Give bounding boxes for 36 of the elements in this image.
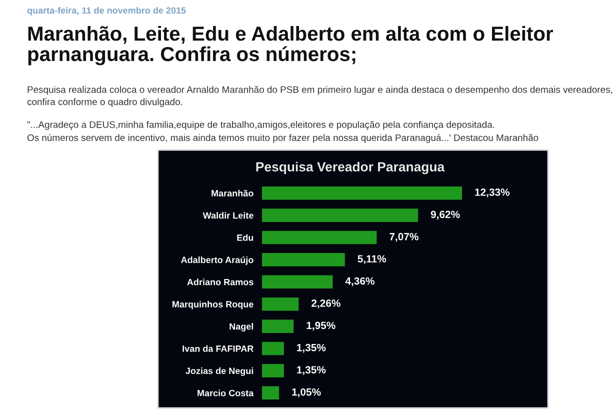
y-tick-label: Adriano Ramos: [187, 278, 254, 286]
bar: [262, 275, 333, 289]
y-tick-label: Adalberto Araújo: [181, 256, 254, 265]
y-tick-label: Marcio Costa: [198, 390, 254, 396]
data-label: 4,36%: [345, 277, 374, 286]
chart-subtitle: Pesquisa Vereador Paranagua: [256, 162, 445, 174]
y-tick-label: Waldir Leite: [202, 212, 254, 219]
data-label: 12,33%: [475, 188, 510, 198]
y-tick-label: Maranhão: [212, 190, 254, 196]
chart-title: Maranhão, Leite, Edu e Adalberto em alta com o Eleitor parnanguara. Confira os números;: [28, 26, 554, 66]
data-label: 1,35%: [297, 344, 326, 353]
y-tick-label: Jozias de Negui: [186, 367, 254, 376]
bar: [262, 253, 345, 266]
data-label: 1,05%: [292, 388, 321, 398]
text: Pesquisa realizada coloca o vereador Arnaldo Maranhão do PSB em primeiro lugar e ainda destaca o desempenho dos demais vereadores, confira conforme o quadro divulgado.: [27, 86, 612, 108]
data-label: 1,35%: [297, 366, 326, 376]
y-tick-label: Nagel: [230, 323, 254, 332]
bar: [262, 342, 284, 356]
bar: [262, 297, 299, 311]
text: quarta-feira, 11 de novembro de 2015: [27, 7, 186, 16]
bar: [262, 208, 418, 222]
data-label: 2,26%: [312, 300, 340, 308]
y-tick-label: Ivan da FAFIPAR: [182, 345, 254, 352]
y-tick-label: Marquinhos Roque: [172, 300, 254, 310]
bar: [262, 386, 280, 400]
bar: [262, 320, 294, 333]
data-label: 7,07%: [390, 232, 418, 242]
y-tick-label: Edu: [237, 234, 254, 241]
bar: [262, 230, 377, 244]
bar: [262, 364, 284, 378]
data-label: 9,62%: [430, 210, 460, 220]
bar: [262, 186, 462, 200]
text: "...Agradeço a DEUS,minha familia,equipe de trabalho,amigos,eleitores e população pela confiança depositada.: [27, 121, 494, 130]
data-label: 5,11%: [358, 255, 386, 264]
data-label: 1,95%: [306, 322, 336, 331]
text: Os números servem de incentivo, mais ainda temos muito por fazer pela nossa querida Paranaguá...' Destacou Maranhão: [27, 134, 538, 143]
